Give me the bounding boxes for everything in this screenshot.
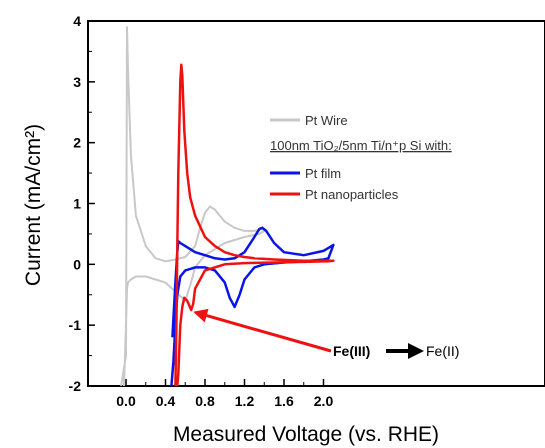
- series-lines: [120, 26, 335, 387]
- x-tick-label: 0.4: [156, 393, 176, 409]
- y-tick-label: -1: [69, 317, 82, 333]
- annotation-text-b: Fe(II): [426, 343, 459, 359]
- legend-label-pt-nanoparticles: Pt nanoparticles: [305, 187, 399, 202]
- y-tick-label: -2: [69, 378, 82, 394]
- legend-label-pt-wire: Pt Wire: [305, 113, 348, 128]
- series-line-pt-wire: [120, 26, 266, 387]
- x-tick-label: 1.2: [235, 393, 255, 409]
- x-tick-label: 0.8: [195, 393, 215, 409]
- annotation-black-arrowhead: [408, 343, 424, 359]
- y-tick-label: 2: [73, 135, 81, 151]
- legend: Pt Wire 100nm TiO₂/5nm Ti/n⁺p Si with: P…: [270, 113, 452, 202]
- plot-frame: [87, 20, 545, 387]
- y-axis-label: Current (mA/cm²): [22, 124, 45, 286]
- x-tick-label: 1.6: [274, 393, 294, 409]
- annotation: Fe(III) Fe(II): [193, 308, 459, 359]
- series-line-pt-nanoparticles: [174, 63, 335, 387]
- y-tick-label: 3: [73, 74, 81, 90]
- axis-ticks: 0.0 0.4 0.8 1.2 1.6 2.0 -2 -1 0 1 2 3 4: [69, 13, 334, 409]
- annotation-text-a: Fe(III): [333, 343, 370, 359]
- x-tick-label: 0.0: [116, 393, 136, 409]
- series-line-pt-film: [170, 226, 335, 387]
- y-tick-label: 0: [73, 256, 81, 272]
- x-axis-label: Measured Voltage (vs. RHE): [173, 423, 439, 446]
- y-tick-label: 4: [73, 13, 81, 29]
- legend-label-pt-film: Pt film: [305, 166, 341, 181]
- annotation-arrowhead: [193, 308, 209, 323]
- annotation-arrow: [206, 314, 332, 353]
- legend-header: 100nm TiO₂/5nm Ti/n⁺p Si with:: [270, 138, 452, 153]
- x-tick-label: 2.0: [314, 393, 334, 409]
- y-tick-label: 1: [73, 196, 81, 212]
